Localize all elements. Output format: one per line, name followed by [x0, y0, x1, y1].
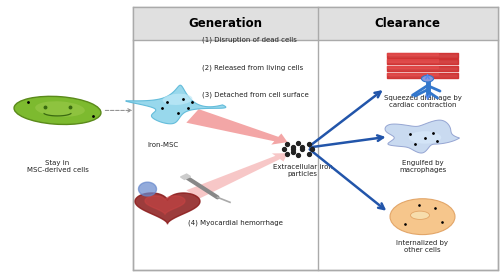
Ellipse shape [409, 131, 442, 144]
Ellipse shape [35, 101, 85, 117]
Polygon shape [186, 109, 288, 145]
Text: (2) Released from living cells: (2) Released from living cells [202, 64, 304, 71]
Text: Generation: Generation [188, 17, 262, 30]
Text: Engulfed by
macrophages: Engulfed by macrophages [399, 160, 446, 173]
Polygon shape [145, 196, 185, 214]
Polygon shape [138, 182, 156, 196]
FancyBboxPatch shape [318, 7, 498, 40]
Text: Clearance: Clearance [374, 17, 440, 30]
Ellipse shape [162, 94, 192, 105]
Circle shape [390, 199, 455, 235]
Polygon shape [385, 120, 460, 153]
Text: Squeezed drainage by
cardiac contraction: Squeezed drainage by cardiac contraction [384, 95, 462, 108]
Polygon shape [186, 153, 288, 199]
FancyBboxPatch shape [132, 7, 498, 270]
Text: (3) Detached from cell surface: (3) Detached from cell surface [202, 92, 309, 99]
Text: Extracellular iron
particles: Extracellular iron particles [272, 164, 332, 177]
Polygon shape [135, 193, 200, 224]
Polygon shape [126, 85, 226, 124]
FancyBboxPatch shape [132, 7, 318, 40]
Polygon shape [180, 174, 190, 179]
Text: (1) Disruption of dead cells: (1) Disruption of dead cells [202, 37, 298, 43]
Text: Stay in
MSC-derived cells: Stay in MSC-derived cells [26, 160, 88, 173]
Ellipse shape [14, 96, 101, 124]
Text: (4) Myocardial hemorrhage: (4) Myocardial hemorrhage [188, 219, 282, 226]
Text: Iron-MSC: Iron-MSC [147, 142, 178, 148]
Text: Internalized by
other cells: Internalized by other cells [396, 240, 448, 253]
Circle shape [422, 75, 434, 82]
Ellipse shape [410, 211, 430, 219]
